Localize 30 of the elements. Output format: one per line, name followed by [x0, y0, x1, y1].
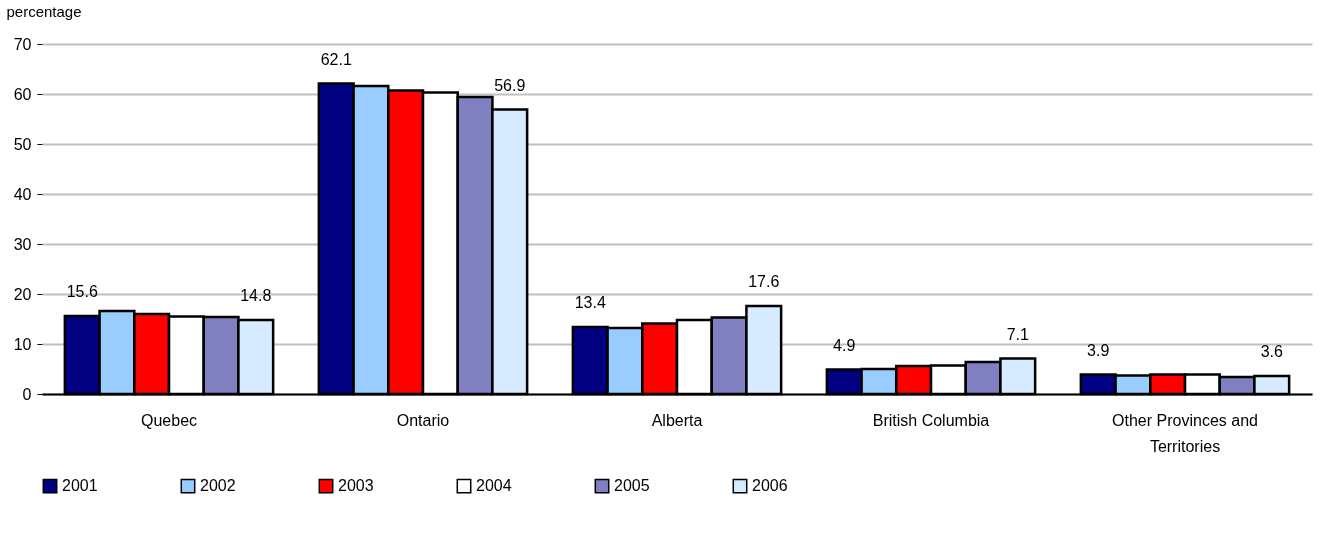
y-tick-label: 30 [13, 235, 32, 253]
data-label: 14.8 [240, 287, 272, 304]
y-tick-label: 70 [13, 35, 32, 53]
data-label: 62.1 [320, 50, 352, 68]
legend-label: 2004 [476, 477, 512, 495]
legend-label: 2003 [338, 477, 374, 495]
data-label: 17.6 [748, 273, 780, 290]
y-tick-label: 40 [13, 185, 32, 203]
y-tick-label: 10 [13, 335, 32, 353]
x-tick-label: Quebec [140, 411, 198, 429]
legend-label: 2002 [200, 477, 236, 495]
y-tick-label: 0 [22, 385, 32, 403]
x-tick-label: British Columbia [872, 411, 990, 429]
x-tick-label: Alberta [651, 411, 703, 429]
x-tick-label: Other Provinces and Territories [1112, 411, 1258, 455]
data-label: 7.1 [1006, 325, 1029, 343]
x-tick-label: Ontario [396, 411, 450, 429]
data-label: 3.9 [1087, 341, 1110, 359]
data-label: 56.9 [494, 76, 526, 94]
data-label: 13.4 [574, 294, 606, 311]
y-axis-title: percentage [6, 2, 82, 20]
legend-label: 2001 [62, 477, 98, 495]
legend-label: 2006 [752, 477, 788, 495]
data-label: 3.6 [1260, 343, 1283, 360]
y-tick-label: 20 [13, 285, 32, 303]
legend-label: 2005 [614, 477, 650, 495]
data-label: 4.9 [833, 336, 856, 354]
y-tick-label: 60 [13, 85, 32, 103]
data-label: 15.6 [66, 283, 98, 300]
y-tick-label: 50 [13, 135, 32, 153]
